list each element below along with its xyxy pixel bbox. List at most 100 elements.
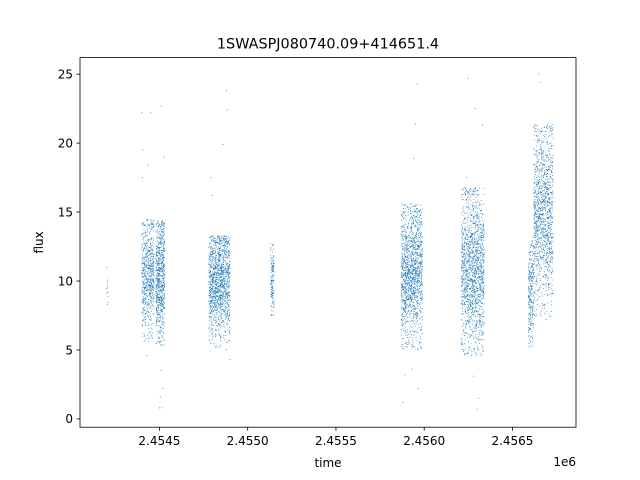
data-point bbox=[214, 252, 216, 254]
data-point bbox=[208, 247, 210, 248]
data-point bbox=[146, 231, 148, 233]
data-point bbox=[147, 261, 149, 263]
data-point bbox=[225, 270, 227, 272]
data-point bbox=[405, 288, 406, 290]
data-point bbox=[217, 276, 219, 278]
data-point bbox=[213, 237, 215, 239]
data-point bbox=[157, 306, 159, 308]
data-point bbox=[212, 288, 214, 289]
data-point bbox=[421, 347, 422, 349]
data-point bbox=[145, 243, 146, 245]
data-point bbox=[401, 237, 403, 239]
data-point bbox=[163, 275, 165, 276]
data-point bbox=[227, 295, 229, 297]
data-point bbox=[152, 308, 154, 310]
data-point bbox=[159, 300, 161, 302]
data-point bbox=[157, 319, 159, 321]
data-point bbox=[157, 220, 159, 222]
data-point bbox=[417, 315, 418, 317]
data-point bbox=[215, 317, 216, 319]
data-point bbox=[150, 245, 152, 247]
data-point bbox=[414, 297, 416, 299]
data-point bbox=[419, 209, 421, 210]
data-point bbox=[212, 310, 214, 312]
data-point bbox=[159, 238, 160, 240]
data-point bbox=[152, 253, 154, 255]
data-point bbox=[229, 292, 230, 294]
data-point bbox=[159, 260, 161, 262]
data-point bbox=[483, 229, 485, 231]
data-point bbox=[146, 304, 148, 306]
data-point bbox=[271, 293, 273, 295]
data-point bbox=[159, 333, 161, 335]
data-point bbox=[215, 255, 217, 257]
data-point bbox=[476, 201, 478, 203]
data-point bbox=[226, 263, 228, 265]
data-point bbox=[414, 259, 416, 261]
data-point bbox=[411, 272, 413, 274]
data-point bbox=[158, 289, 160, 291]
data-point bbox=[420, 308, 422, 309]
data-point bbox=[471, 263, 473, 265]
data-point bbox=[409, 277, 411, 279]
data-point bbox=[413, 298, 415, 300]
data-point bbox=[469, 323, 471, 325]
data-point bbox=[163, 280, 165, 282]
data-point bbox=[159, 293, 161, 295]
data-point bbox=[152, 263, 154, 265]
data-point bbox=[406, 264, 408, 265]
data-point bbox=[144, 247, 145, 249]
data-point bbox=[145, 309, 147, 311]
data-point bbox=[223, 256, 225, 258]
data-point bbox=[416, 225, 418, 227]
data-point bbox=[404, 282, 406, 284]
data-point bbox=[414, 292, 416, 294]
data-point bbox=[147, 335, 149, 337]
data-point bbox=[224, 281, 226, 283]
data-point bbox=[163, 297, 165, 299]
data-point bbox=[476, 202, 478, 204]
data-point bbox=[158, 325, 160, 327]
data-point bbox=[477, 273, 479, 274]
data-point bbox=[421, 236, 423, 238]
data-point bbox=[272, 270, 274, 272]
data-point bbox=[147, 327, 149, 329]
data-point bbox=[209, 272, 211, 273]
data-point bbox=[151, 257, 153, 259]
data-point bbox=[403, 270, 405, 272]
data-point bbox=[162, 295, 164, 297]
data-point bbox=[151, 317, 153, 319]
data-point bbox=[417, 280, 419, 282]
data-point bbox=[162, 274, 164, 276]
data-point bbox=[480, 325, 481, 327]
data-point bbox=[406, 273, 408, 274]
data-point bbox=[159, 263, 161, 265]
data-point bbox=[210, 305, 212, 307]
data-point bbox=[417, 275, 419, 277]
data-point bbox=[215, 257, 217, 259]
data-point bbox=[153, 294, 155, 296]
data-point bbox=[214, 260, 216, 262]
data-point bbox=[470, 335, 472, 337]
data-point bbox=[159, 291, 161, 293]
data-point bbox=[477, 279, 479, 281]
data-point bbox=[164, 256, 165, 258]
data-point bbox=[466, 206, 468, 208]
data-point bbox=[408, 297, 410, 299]
data-point bbox=[219, 296, 220, 298]
data-point bbox=[149, 261, 151, 263]
data-point bbox=[420, 240, 422, 242]
data-point bbox=[220, 247, 222, 249]
data-point bbox=[142, 257, 144, 259]
data-point bbox=[149, 299, 151, 301]
data-segment bbox=[155, 105, 166, 409]
data-point bbox=[420, 223, 422, 225]
data-point bbox=[413, 244, 415, 246]
data-point bbox=[411, 223, 413, 225]
data-point bbox=[229, 314, 231, 316]
data-point bbox=[216, 287, 217, 289]
data-point bbox=[145, 297, 147, 299]
data-point bbox=[401, 321, 403, 323]
